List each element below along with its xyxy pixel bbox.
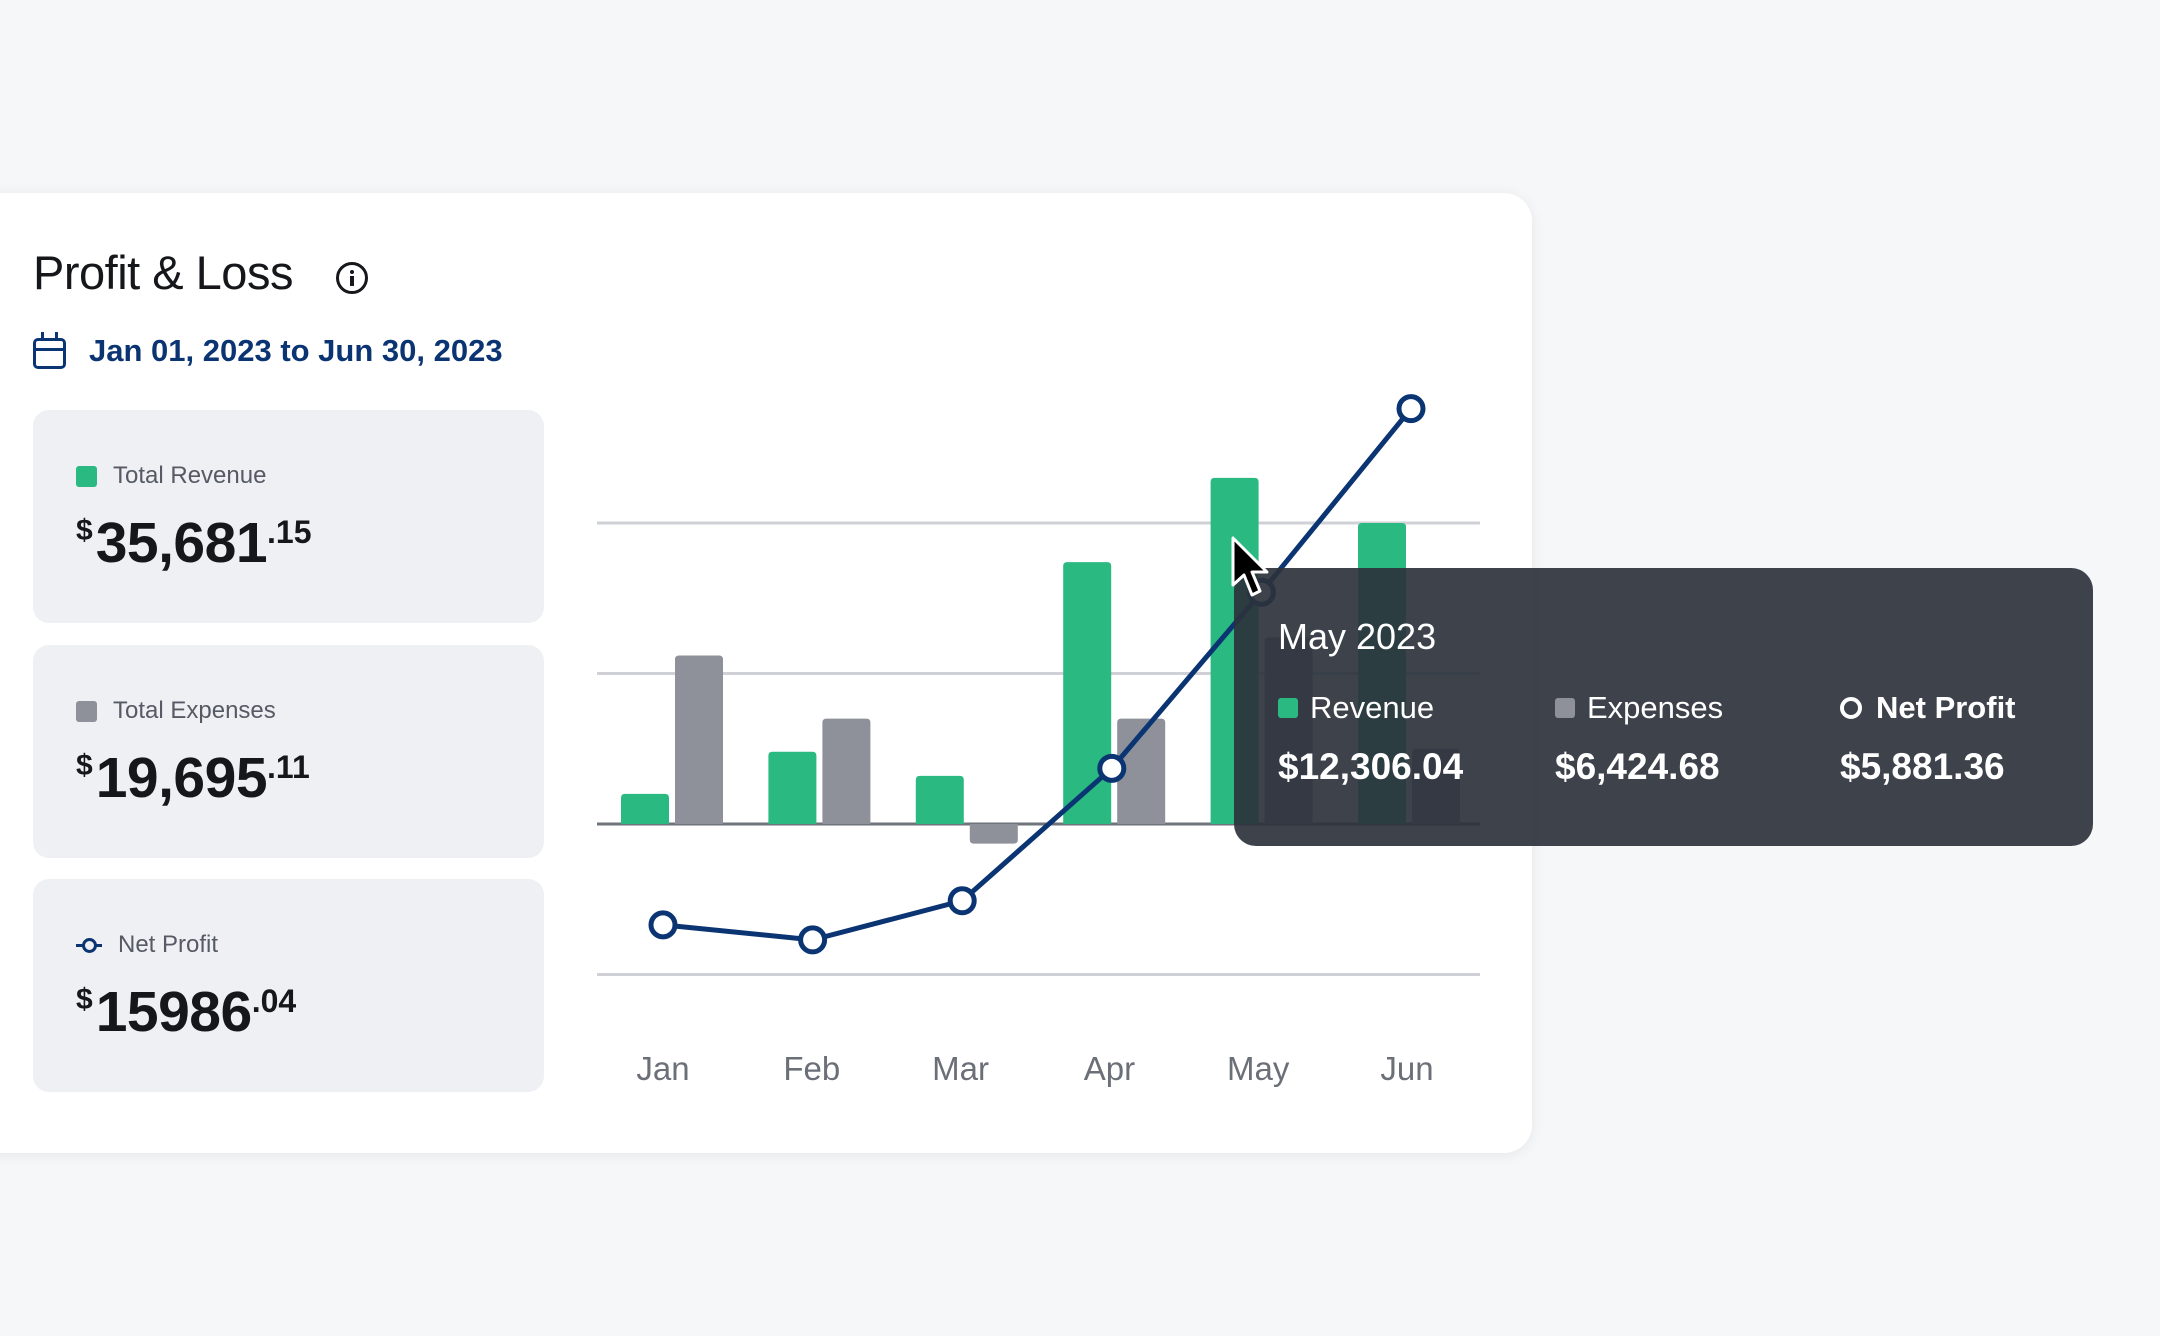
stat-label: Total Revenue	[113, 462, 267, 489]
tooltip-expenses: Expenses $6,424.68	[1555, 690, 1723, 788]
expenses-swatch-icon	[76, 700, 97, 722]
line-marker-icon	[76, 938, 102, 953]
x-tick-label: May	[1227, 1050, 1290, 1087]
stat-value: $35,681.15	[76, 511, 312, 575]
stat-label: Net Profit	[118, 931, 219, 958]
mouse-cursor-icon	[1231, 536, 1269, 597]
bar-expenses-mar	[969, 824, 1018, 844]
net-profit-point-apr	[1097, 753, 1127, 783]
tooltip-title: May 2023	[1278, 616, 1437, 657]
x-tick-label: Feb	[783, 1050, 840, 1087]
bar-revenue-apr	[1063, 562, 1112, 824]
info-icon[interactable]	[336, 262, 368, 294]
bar-revenue-mar	[915, 775, 964, 824]
stat-net-profit: Net Profit $15986.04	[33, 879, 544, 1092]
stat-total-expenses: Total Expenses $19,695.11	[33, 645, 544, 858]
net-profit-point-feb	[798, 925, 828, 955]
net-profit-line	[662, 407, 1413, 943]
page-title: Profit & Loss	[33, 246, 293, 299]
tooltip-label: Revenue	[1310, 690, 1435, 725]
expenses-swatch-icon	[1555, 698, 1575, 718]
net-profit-point-mar	[947, 886, 977, 916]
bar-revenue-feb	[768, 751, 817, 824]
bar-revenue-jan	[621, 793, 669, 824]
tooltip-label: Expenses	[1587, 690, 1724, 725]
tooltip-revenue: Revenue $12,306.04	[1278, 690, 1463, 788]
stat-total-revenue: Total Revenue $35,681.15	[33, 410, 544, 623]
ring-icon	[1840, 697, 1862, 719]
bar-expenses-jan	[675, 655, 723, 824]
chart-tooltip: May 2023 Revenue $12,306.04 Expenses $6,…	[1234, 568, 2093, 846]
tooltip-net-profit: Net Profit $5,881.36	[1840, 690, 2016, 788]
tooltip-label: Net Profit	[1876, 690, 2016, 725]
tooltip-value: $6,424.68	[1555, 746, 1720, 787]
revenue-swatch-icon	[76, 465, 97, 487]
stat-value: $19,695.11	[76, 746, 310, 810]
x-tick-label: Jan	[636, 1050, 689, 1087]
date-range-picker[interactable]: Jan 01, 2023 to Jun 30, 2023	[33, 331, 503, 369]
net-profit-point-jun	[1396, 394, 1426, 424]
bar-expenses-feb	[822, 718, 871, 824]
revenue-swatch-icon	[1278, 698, 1298, 718]
tooltip-value: $12,306.04	[1278, 746, 1464, 787]
date-range-text: Jan 01, 2023 to Jun 30, 2023	[89, 333, 503, 368]
calendar-icon	[33, 331, 66, 369]
stat-value: $15986.04	[76, 980, 297, 1044]
tooltip-value: $5,881.36	[1840, 746, 2005, 787]
x-tick-label: Mar	[932, 1050, 989, 1087]
stat-label: Total Expenses	[113, 697, 276, 724]
x-tick-label: Jun	[1380, 1050, 1433, 1087]
x-tick-label: Apr	[1084, 1050, 1135, 1087]
net-profit-point-jan	[648, 910, 678, 940]
